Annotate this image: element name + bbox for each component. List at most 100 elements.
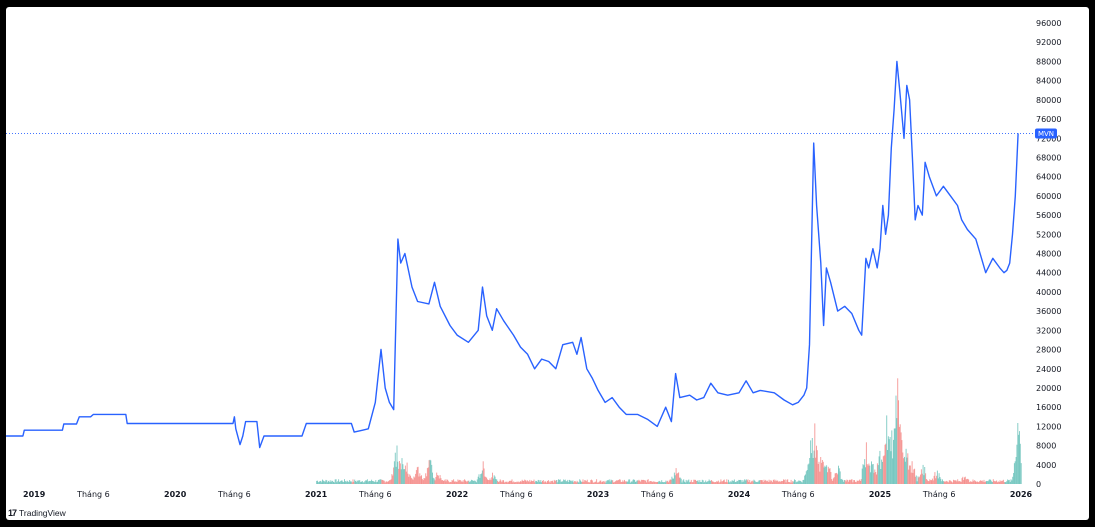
volume-bar	[333, 482, 334, 484]
volume-bar	[376, 482, 378, 484]
volume-bar	[426, 476, 428, 484]
volume-bar	[807, 464, 809, 484]
volume-bar	[530, 481, 532, 484]
price-chart[interactable]: 2019 Tháng 6 2020 Tháng 6 2021 Tháng 6 2022 Thá…	[6, 7, 1089, 520]
volume-bar	[944, 481, 946, 484]
volume-bar	[887, 436, 889, 484]
volume-bar	[728, 479, 729, 484]
volume-bar	[526, 480, 528, 484]
volume-bar	[662, 482, 664, 484]
volume-bar	[318, 481, 320, 484]
volume-bar	[925, 473, 927, 484]
volume-bar	[981, 480, 983, 484]
volume-bar	[871, 464, 873, 484]
volume-bar	[757, 481, 759, 484]
volume-bar	[520, 481, 522, 484]
volume-bar	[563, 480, 565, 484]
volume-bar	[540, 480, 542, 484]
volume-bar	[687, 480, 689, 484]
volume-bar	[525, 481, 527, 484]
volume-bar	[896, 418, 898, 484]
volume-bar	[727, 482, 729, 484]
volume-bar	[504, 481, 506, 484]
volume-bar	[714, 482, 716, 484]
volume-bar	[412, 479, 414, 484]
volume-bar	[733, 481, 735, 484]
volume-bar	[1007, 479, 1009, 484]
volume-bar	[474, 480, 476, 484]
volume-bar	[899, 424, 901, 484]
volume-bar	[898, 400, 899, 484]
volume-bar	[663, 482, 665, 484]
volume-bar	[881, 459, 883, 484]
volume-bar	[541, 482, 543, 484]
volume-bar	[465, 480, 466, 484]
volume-bars	[316, 378, 1022, 484]
volume-bar	[571, 481, 573, 484]
volume-bar	[398, 468, 400, 484]
volume-bar	[400, 469, 402, 484]
volume-bar	[406, 462, 408, 484]
volume-bar	[603, 482, 605, 484]
volume-bar	[953, 480, 955, 484]
volume-bar	[363, 482, 365, 484]
volume-bar	[459, 479, 461, 484]
volume-bar	[534, 482, 536, 484]
volume-bar	[480, 474, 482, 484]
volume-bar	[954, 480, 956, 484]
volume-bar	[1003, 482, 1005, 484]
volume-bar	[525, 480, 526, 484]
volume-bar	[777, 481, 779, 484]
volume-bar	[574, 481, 576, 484]
tradingview-brand[interactable]: 17 TradingView	[8, 508, 66, 518]
x-tick-label: Tháng 6	[640, 490, 674, 499]
volume-bar	[803, 479, 805, 484]
volume-bar	[786, 479, 788, 484]
volume-bar	[545, 481, 547, 484]
volume-bar	[882, 461, 883, 484]
volume-bar	[821, 460, 823, 484]
volume-bar	[886, 415, 888, 484]
volume-bar	[773, 479, 775, 484]
volume-bar	[849, 479, 850, 484]
volume-bar	[993, 480, 995, 484]
volume-bar	[693, 479, 695, 484]
volume-bar	[470, 481, 472, 484]
volume-bar	[621, 482, 623, 484]
volume-bar	[640, 481, 642, 484]
y-tick-label: 28000	[1036, 346, 1061, 355]
volume-bar	[662, 482, 664, 484]
volume-bar	[816, 450, 818, 484]
volume-bar	[909, 465, 911, 484]
volume-bar	[420, 476, 422, 484]
volume-bar	[658, 480, 660, 484]
volume-bar	[851, 479, 853, 484]
volume-bar	[413, 476, 415, 484]
volume-bar	[762, 482, 764, 484]
volume-bar	[673, 472, 675, 484]
volume-bar	[878, 456, 880, 484]
volume-bar	[404, 469, 406, 484]
volume-bar	[338, 479, 340, 484]
volume-bar	[328, 480, 329, 484]
volume-bar	[371, 481, 373, 484]
volume-bar	[538, 480, 540, 484]
volume-bar	[569, 479, 570, 484]
volume-bar	[580, 481, 582, 484]
volume-bar	[497, 481, 499, 484]
volume-bar	[350, 481, 351, 484]
volume-bar	[349, 480, 351, 484]
volume-bar	[854, 481, 856, 484]
volume-bar	[767, 481, 769, 484]
volume-bar	[723, 480, 724, 484]
volume-bar	[697, 480, 699, 484]
volume-bar	[644, 480, 646, 484]
y-tick-label: 40000	[1036, 288, 1061, 297]
volume-bar	[953, 479, 954, 484]
volume-bar	[588, 482, 590, 484]
volume-bar	[518, 481, 520, 484]
volume-bar	[873, 472, 875, 484]
volume-bar	[558, 479, 559, 484]
volume-bar	[596, 479, 598, 484]
volume-bar	[753, 479, 755, 484]
